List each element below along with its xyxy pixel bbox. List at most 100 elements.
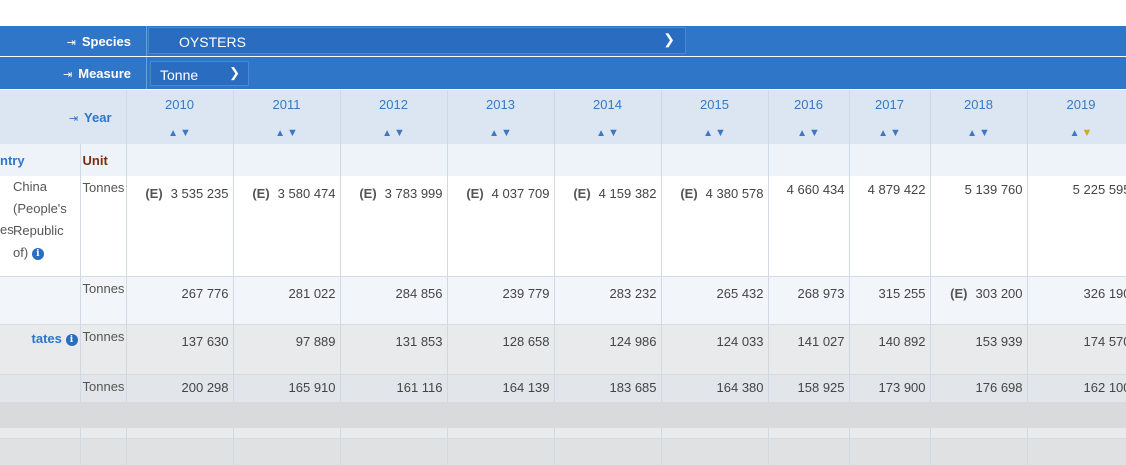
sort-descending-icon[interactable]: ▼ — [287, 127, 298, 139]
value-cell-2011: (E) 3 580 474 — [233, 176, 340, 277]
cell-value: 3 783 999 — [385, 186, 443, 201]
divider — [146, 57, 147, 89]
cell-value: 137 630 — [182, 334, 229, 349]
country-cell: tates i — [0, 325, 80, 375]
value-cell-2017: 4 879 422 — [849, 176, 930, 277]
year-header-2011[interactable]: 2011 — [233, 90, 340, 118]
sort-descending-icon[interactable]: ▼ — [394, 127, 405, 139]
measure-select[interactable]: Tonne ❯ — [150, 61, 249, 86]
year-header-2010[interactable]: 2010 — [126, 90, 233, 118]
year-header-2013[interactable]: 2013 — [447, 90, 554, 118]
empty-cell — [126, 439, 233, 465]
pin-icon[interactable]: ⇥ — [69, 113, 78, 125]
value-cell-2018: 153 939 — [930, 325, 1027, 375]
sort-ascending-icon[interactable]: ▲ — [878, 128, 888, 139]
cell-value: 281 022 — [289, 286, 336, 301]
partial-row — [0, 439, 1126, 465]
pin-icon[interactable]: ⇥ — [63, 69, 72, 81]
estimate-flag[interactable]: (E) — [145, 186, 162, 201]
sort-controls-2016: ▲▼ — [768, 118, 849, 144]
cell-value: 141 027 — [798, 334, 845, 349]
value-cell-2012: (E) 3 783 999 — [340, 176, 447, 277]
year-header-2016[interactable]: 2016 — [768, 90, 849, 118]
year-header-2019[interactable]: 2019 — [1027, 90, 1126, 118]
sort-ascending-icon[interactable]: ▲ — [797, 128, 807, 139]
value-cell-2010: 137 630 — [126, 325, 233, 375]
cell-value: 5 139 760 — [965, 182, 1023, 197]
species-value: OYSTERS — [179, 34, 246, 50]
year-header-2017[interactable]: 2017 — [849, 90, 930, 118]
value-cell-2013: (E) 4 037 709 — [447, 176, 554, 277]
sort-descending-icon[interactable]: ▼ — [890, 127, 901, 139]
sort-ascending-icon[interactable]: ▲ — [596, 128, 606, 139]
empty-header-cell — [661, 144, 768, 176]
cell-value: 164 380 — [717, 380, 764, 395]
unit-column-header[interactable]: Unit — [80, 144, 126, 176]
estimate-flag[interactable]: (E) — [466, 186, 483, 201]
sort-controls-2017: ▲▼ — [849, 118, 930, 144]
info-icon[interactable]: i — [32, 248, 44, 260]
year-header-2015[interactable]: 2015 — [661, 90, 768, 118]
estimate-flag[interactable]: (E) — [573, 186, 590, 201]
sort-ascending-icon[interactable]: ▲ — [168, 128, 178, 139]
cell-value: 239 779 — [503, 286, 550, 301]
empty-cell — [233, 439, 340, 465]
value-cell-2013: 239 779 — [447, 277, 554, 325]
unit-label: Tonnes — [83, 180, 125, 195]
cell-value: 164 139 — [503, 380, 550, 395]
value-cell-2016: 141 027 — [768, 325, 849, 375]
value-cell-2012: 284 856 — [340, 277, 447, 325]
sort-controls-2011: ▲▼ — [233, 118, 340, 144]
year-label: Year — [84, 110, 111, 125]
cell-value: 284 856 — [396, 286, 443, 301]
empty-header-cell — [447, 144, 554, 176]
bottom-bar — [0, 402, 1126, 428]
cell-value: 4 380 578 — [706, 186, 764, 201]
sort-controls-2014: ▲▼ — [554, 118, 661, 144]
cell-value: 158 925 — [798, 380, 845, 395]
info-icon[interactable]: i — [66, 334, 78, 346]
sort-controls-2015: ▲▼ — [661, 118, 768, 144]
sort-descending-icon[interactable]: ▼ — [979, 127, 990, 139]
species-filter-bar: ⇥Species OYSTERS ❯ — [0, 26, 1126, 56]
species-select[interactable]: OYSTERS ❯ — [148, 27, 686, 54]
measure-label: Measure — [78, 66, 131, 81]
empty-header-cell — [233, 144, 340, 176]
estimate-flag[interactable]: (E) — [252, 186, 269, 201]
year-header-2014[interactable]: 2014 — [554, 90, 661, 118]
value-cell-2011: 281 022 — [233, 277, 340, 325]
year-header-2012[interactable]: 2012 — [340, 90, 447, 118]
country-name[interactable]: China (People's Republic of) i — [13, 176, 79, 264]
sort-descending-icon[interactable]: ▼ — [608, 127, 619, 139]
sort-ascending-icon[interactable]: ▲ — [703, 128, 713, 139]
sort-descending-icon[interactable]: ▼ — [501, 127, 512, 139]
cell-value: 153 939 — [976, 334, 1023, 349]
empty-cell — [340, 439, 447, 465]
pin-icon[interactable]: ⇥ — [67, 37, 76, 49]
sort-ascending-icon[interactable]: ▲ — [1070, 128, 1080, 139]
cell-value: 183 685 — [610, 380, 657, 395]
sort-ascending-icon[interactable]: ▲ — [967, 128, 977, 139]
value-cell-2011: 97 889 — [233, 325, 340, 375]
sort-ascending-icon[interactable]: ▲ — [275, 128, 285, 139]
estimate-flag[interactable]: (E) — [359, 186, 376, 201]
sort-ascending-icon[interactable]: ▲ — [489, 128, 499, 139]
estimate-flag[interactable]: (E) — [950, 286, 967, 301]
year-header-2018[interactable]: 2018 — [930, 90, 1027, 118]
cell-value: 124 033 — [717, 334, 764, 349]
estimate-flag[interactable]: (E) — [680, 186, 697, 201]
cell-value: 4 037 709 — [492, 186, 550, 201]
sort-descending-icon[interactable]: ▼ — [715, 127, 726, 139]
unit-label: Tonnes — [83, 281, 125, 296]
sort-descending-icon[interactable]: ▼ — [180, 127, 191, 139]
country-cut-label[interactable]: tates — [32, 331, 62, 346]
country-column-header[interactable]: ntry — [0, 144, 80, 176]
sort-descending-icon[interactable]: ▼ — [809, 127, 820, 139]
cell-value: 124 986 — [610, 334, 657, 349]
cell-value: 326 190 — [1084, 286, 1126, 301]
empty-cell — [930, 439, 1027, 465]
sort-ascending-icon[interactable]: ▲ — [382, 128, 392, 139]
cell-value: 3 580 474 — [278, 186, 336, 201]
sort-descending-icon[interactable]: ▼ — [1082, 127, 1093, 139]
